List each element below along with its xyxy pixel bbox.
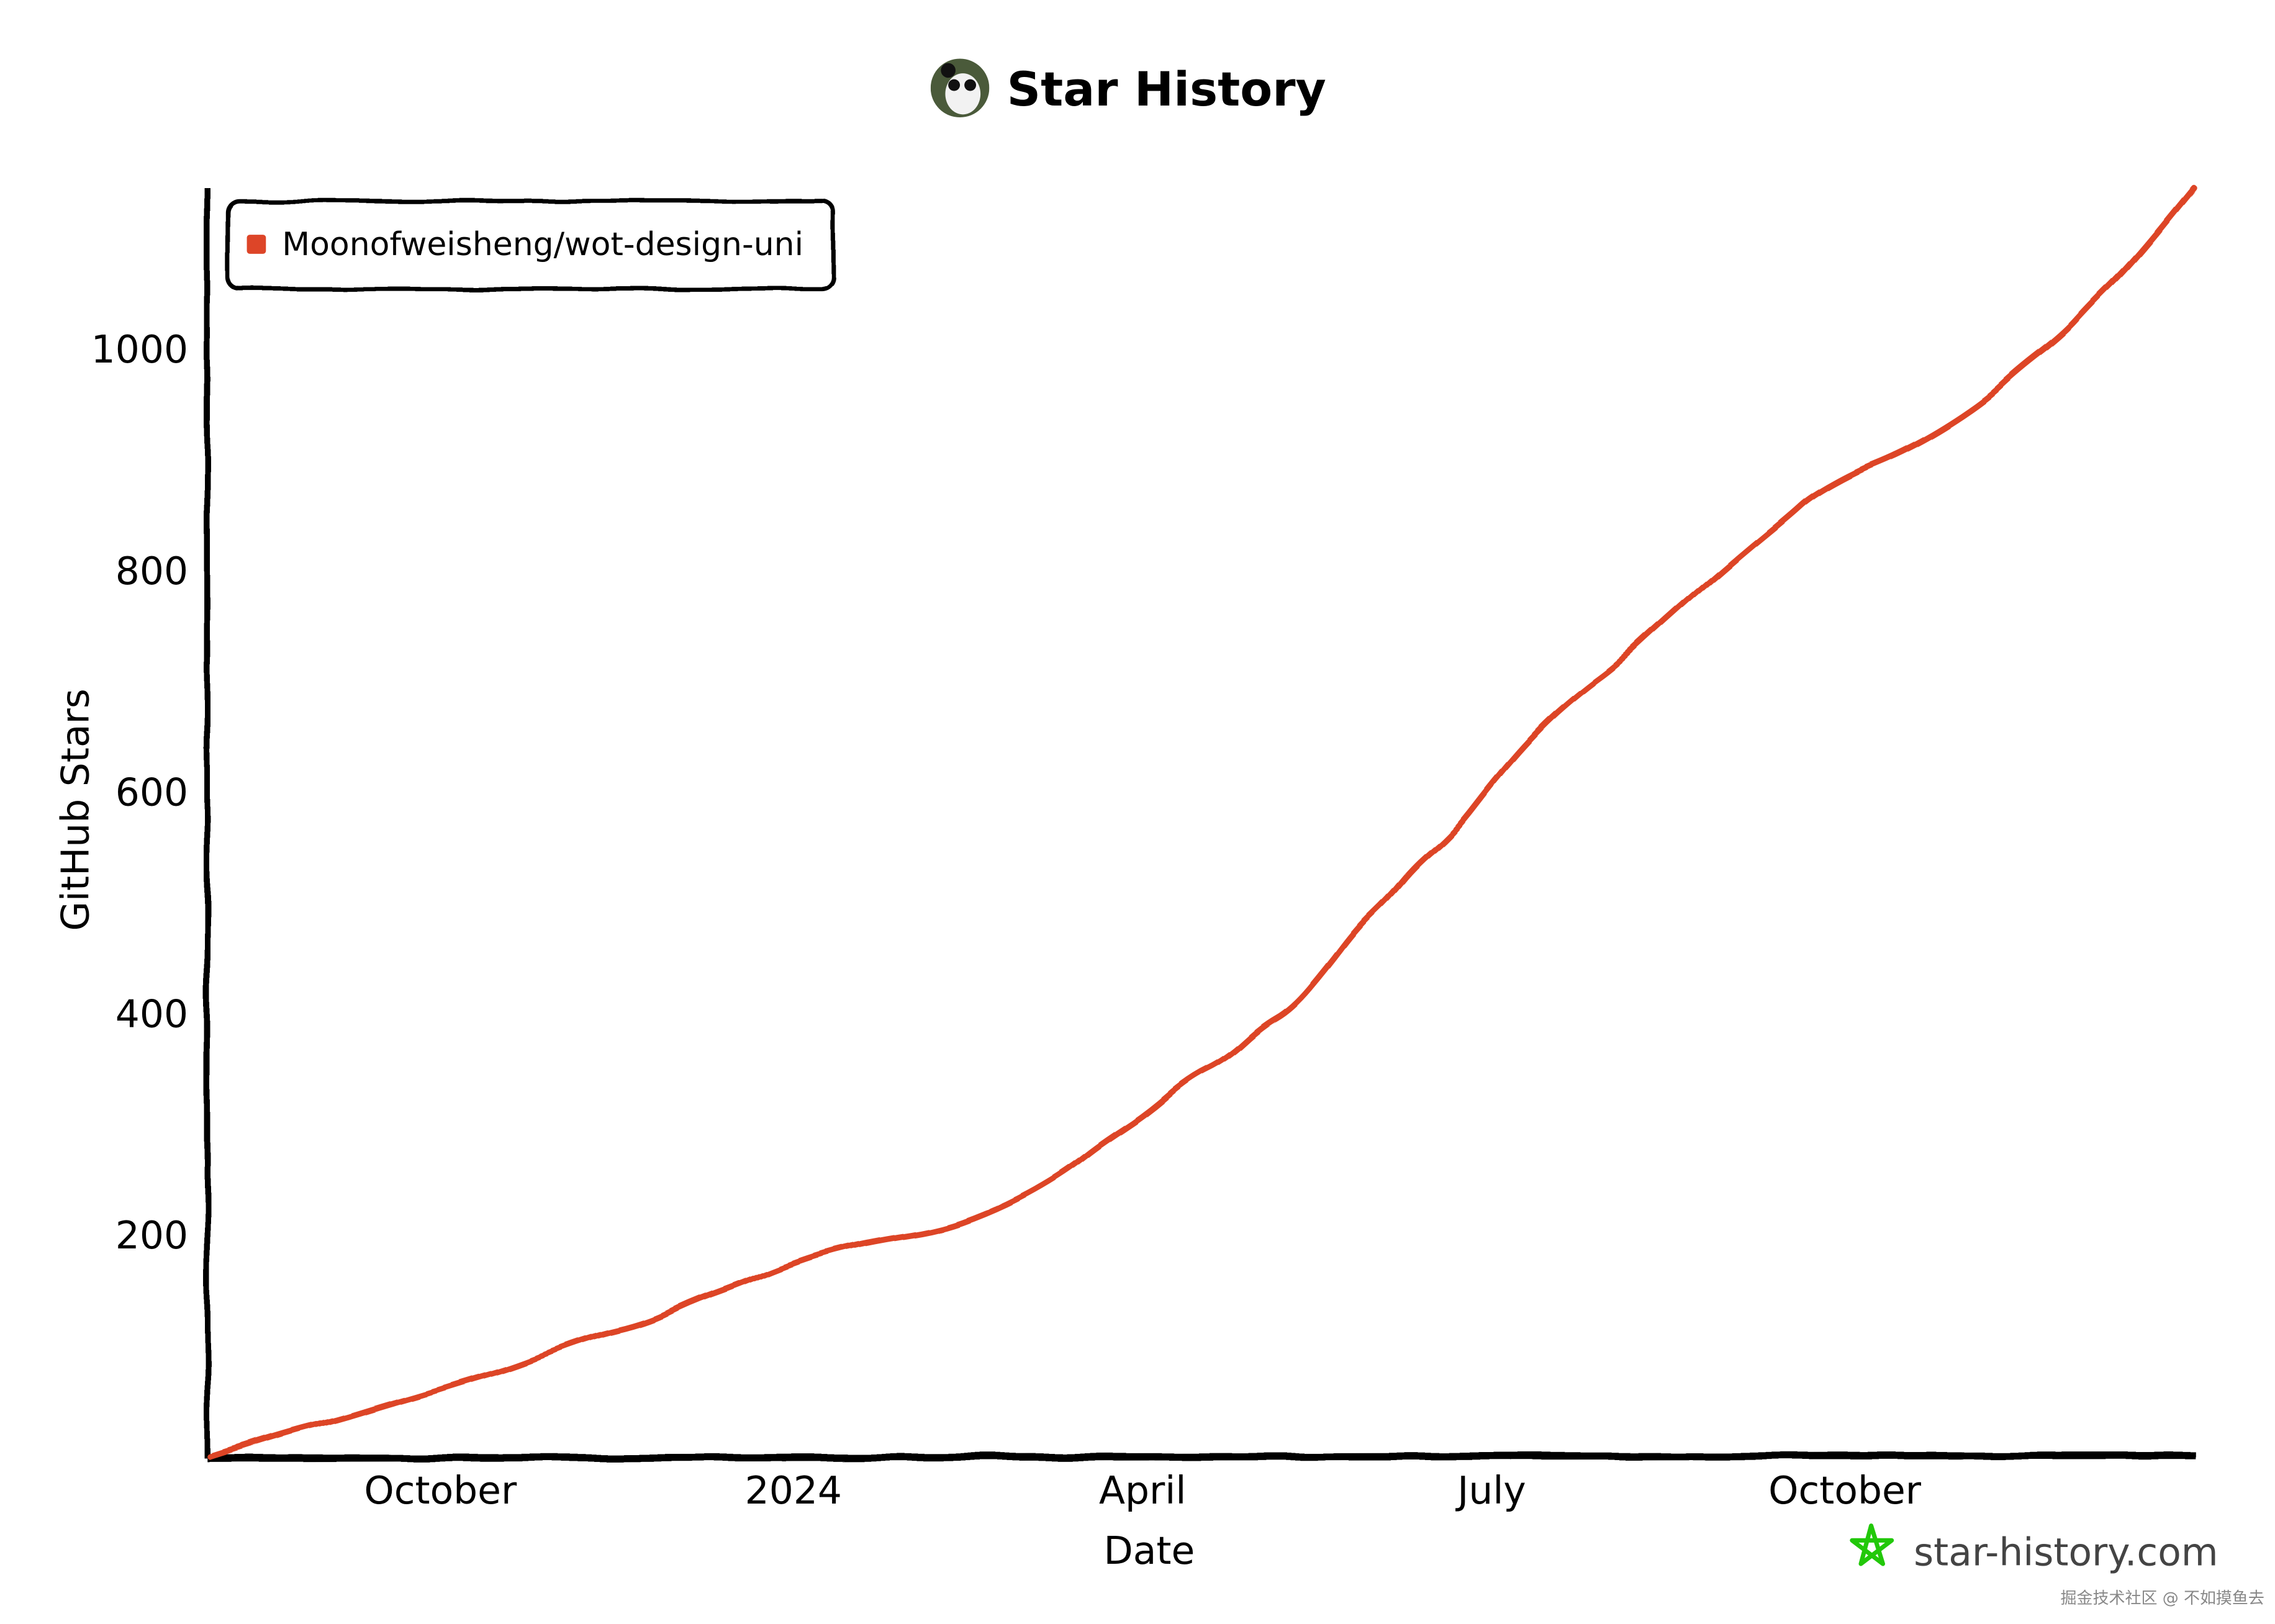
chart-title: Star History xyxy=(1007,62,1326,117)
brand-link[interactable]: star-history.com xyxy=(1914,1530,2218,1574)
y-axis-label: GitHub Stars xyxy=(53,688,97,931)
x-tick-label: October xyxy=(364,1469,517,1513)
x-tick-label: October xyxy=(1768,1469,1922,1513)
y-tick-label: 400 xyxy=(115,992,188,1036)
legend-label: Moonofweisheng/wot-design-uni xyxy=(282,226,803,263)
watermark: 掘金技术社区 @ 不如摸鱼去 xyxy=(2061,1589,2264,1608)
panda-avatar-icon xyxy=(930,58,990,118)
x-axis-label: Date xyxy=(1103,1529,1195,1573)
x-axis-line xyxy=(207,1451,2196,1462)
legend-swatch xyxy=(246,235,266,254)
series-line xyxy=(207,184,2197,1460)
y-tick-label: 800 xyxy=(115,549,188,593)
y-tick-label: 1000 xyxy=(91,328,188,372)
x-tick-label: July xyxy=(1455,1469,1526,1513)
x-tick-label: April xyxy=(1099,1469,1186,1513)
legend: Moonofweisheng/wot-design-uni xyxy=(225,199,836,292)
x-tick-label: 2024 xyxy=(745,1469,842,1513)
y-tick-label: 200 xyxy=(115,1214,188,1258)
y-tick-label: 600 xyxy=(115,771,188,815)
star-history-logo-icon xyxy=(1850,1523,1894,1566)
